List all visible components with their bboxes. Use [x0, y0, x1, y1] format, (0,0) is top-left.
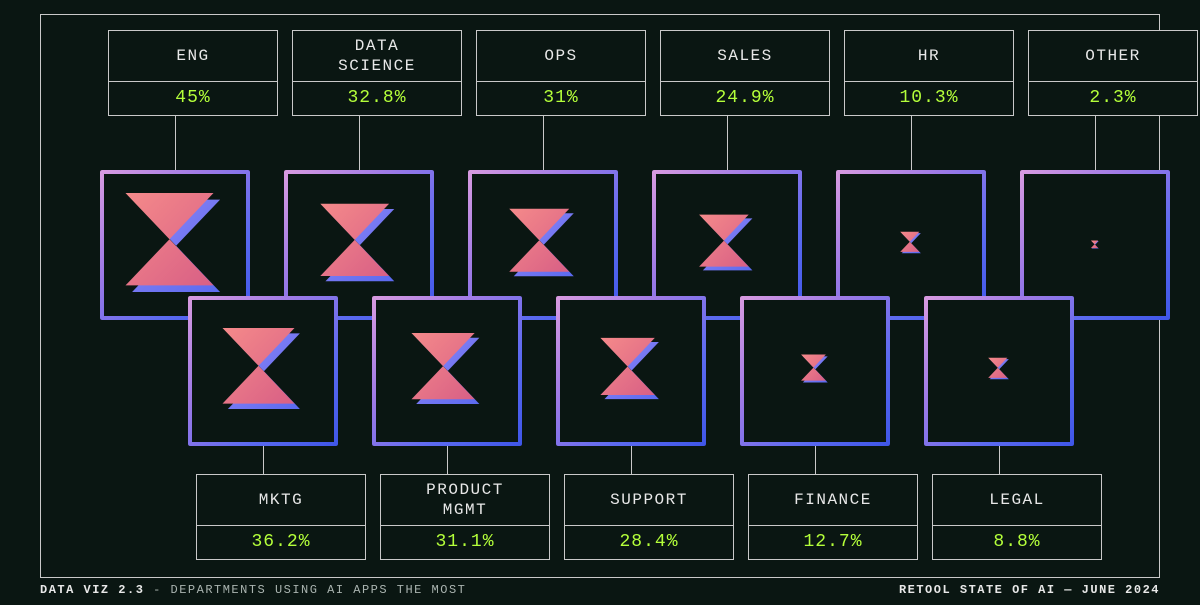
dept-label: MKTG36.2% — [196, 474, 366, 560]
hourglass-icon — [800, 353, 831, 384]
glyph — [506, 205, 581, 285]
hourglass-icon — [987, 357, 1011, 381]
metric-square — [372, 296, 522, 446]
dept-label: ENG45% — [108, 30, 278, 116]
dept-percent: 10.3% — [845, 81, 1013, 115]
glyph — [120, 188, 230, 303]
dept-label: DATASCIENCE32.8% — [292, 30, 462, 116]
dept-name: SUPPORT — [565, 475, 733, 525]
dept-percent: 8.8% — [933, 525, 1101, 559]
connector — [447, 446, 448, 474]
hourglass-icon — [1091, 240, 1100, 249]
glyph — [1091, 236, 1100, 254]
dept-label: OTHER2.3% — [1028, 30, 1198, 116]
dept-label: PRODUCTMGMT31.1% — [380, 474, 550, 560]
dept-name: SALES — [661, 31, 829, 81]
glyph — [408, 329, 487, 413]
dept-percent: 36.2% — [197, 525, 365, 559]
dept-label: SUPPORT28.4% — [564, 474, 734, 560]
hourglass-icon — [506, 205, 581, 280]
dept-label: LEGAL8.8% — [932, 474, 1102, 560]
dept-name: DATASCIENCE — [293, 31, 461, 81]
dept-label: OPS31% — [476, 30, 646, 116]
metric-square — [188, 296, 338, 446]
glyph — [987, 357, 1011, 386]
dept-percent: 45% — [109, 81, 277, 115]
footer-title: DATA VIZ 2.3 — [40, 583, 144, 597]
footer: DATA VIZ 2.3 - DEPARTMENTS USING AI APPS… — [40, 583, 1160, 597]
hourglass-icon — [899, 231, 923, 255]
dept-label: SALES24.9% — [660, 30, 830, 116]
dept-name: LEGAL — [933, 475, 1101, 525]
dept-percent: 28.4% — [565, 525, 733, 559]
dept-percent: 2.3% — [1029, 81, 1197, 115]
connector — [359, 116, 360, 170]
hourglass-icon — [120, 188, 230, 298]
connector — [263, 446, 264, 474]
footer-subtitle: - DEPARTMENTS USING AI APPS THE MOST — [144, 583, 466, 597]
dept-name: HR — [845, 31, 1013, 81]
dept-percent: 32.8% — [293, 81, 461, 115]
footer-left: DATA VIZ 2.3 - DEPARTMENTS USING AI APPS… — [40, 583, 466, 597]
glyph — [218, 324, 308, 419]
hourglass-icon — [316, 200, 402, 286]
hourglass-icon — [218, 324, 308, 414]
connector — [815, 446, 816, 474]
metric-square — [740, 296, 890, 446]
dept-name: PRODUCTMGMT — [381, 475, 549, 525]
footer-right: RETOOL STATE OF AI — JUNE 2024 — [899, 583, 1160, 597]
metric-square — [924, 296, 1074, 446]
dept-percent: 31.1% — [381, 525, 549, 559]
hourglass-icon — [597, 335, 665, 403]
dept-name: ENG — [109, 31, 277, 81]
glyph — [899, 231, 923, 260]
connector — [543, 116, 544, 170]
dept-percent: 24.9% — [661, 81, 829, 115]
dept-name: OTHER — [1029, 31, 1197, 81]
dept-percent: 12.7% — [749, 525, 917, 559]
metric-square — [556, 296, 706, 446]
hourglass-icon — [696, 212, 758, 274]
glyph — [597, 335, 665, 408]
hourglass-icon — [408, 329, 487, 408]
dept-percent: 31% — [477, 81, 645, 115]
dept-label: HR10.3% — [844, 30, 1014, 116]
glyph — [316, 200, 402, 291]
glyph — [696, 212, 758, 279]
connector — [1095, 116, 1096, 170]
dept-name: OPS — [477, 31, 645, 81]
infographic-root: ENG45% DATASCIENCE32.8% — [0, 0, 1200, 605]
connector — [175, 116, 176, 170]
connector — [999, 446, 1000, 474]
dept-name: FINANCE — [749, 475, 917, 525]
dept-label: FINANCE12.7% — [748, 474, 918, 560]
glyph — [800, 353, 831, 389]
dept-name: MKTG — [197, 475, 365, 525]
connector — [631, 446, 632, 474]
connector — [727, 116, 728, 170]
connector — [911, 116, 912, 170]
